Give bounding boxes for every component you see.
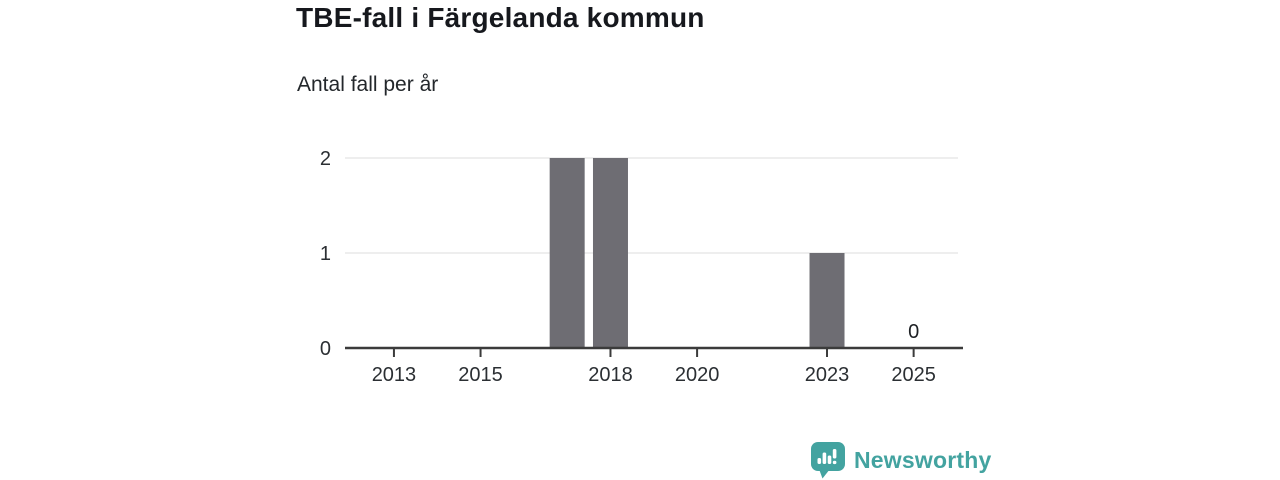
bar-2023 (809, 253, 845, 348)
x-tick-label: 2025 (891, 364, 936, 386)
y-tick-label: 2 (320, 148, 331, 170)
x-tick-label: 2023 (805, 364, 850, 386)
bar-2017 (549, 158, 585, 348)
bar-2018 (592, 158, 628, 348)
x-tick-label: 2013 (372, 364, 417, 386)
x-tick-label: 2015 (458, 364, 503, 386)
newsworthy-wordmark: Newsworthy (854, 446, 992, 473)
chart-subtitle: Antal fall per år (297, 73, 439, 96)
newsworthy-logo[interactable]: Newsworthy (810, 441, 991, 479)
x-tick-label: 2020 (675, 364, 720, 386)
y-tick-label: 1 (320, 243, 331, 265)
x-tick-label: 2018 (588, 364, 633, 386)
bar-chart-speech-bubble-icon (811, 442, 845, 479)
y-tick-label: 0 (320, 338, 331, 360)
value-label: 0 (908, 321, 919, 343)
chart-title: TBE-fall i Färgelanda kommun (296, 2, 705, 33)
